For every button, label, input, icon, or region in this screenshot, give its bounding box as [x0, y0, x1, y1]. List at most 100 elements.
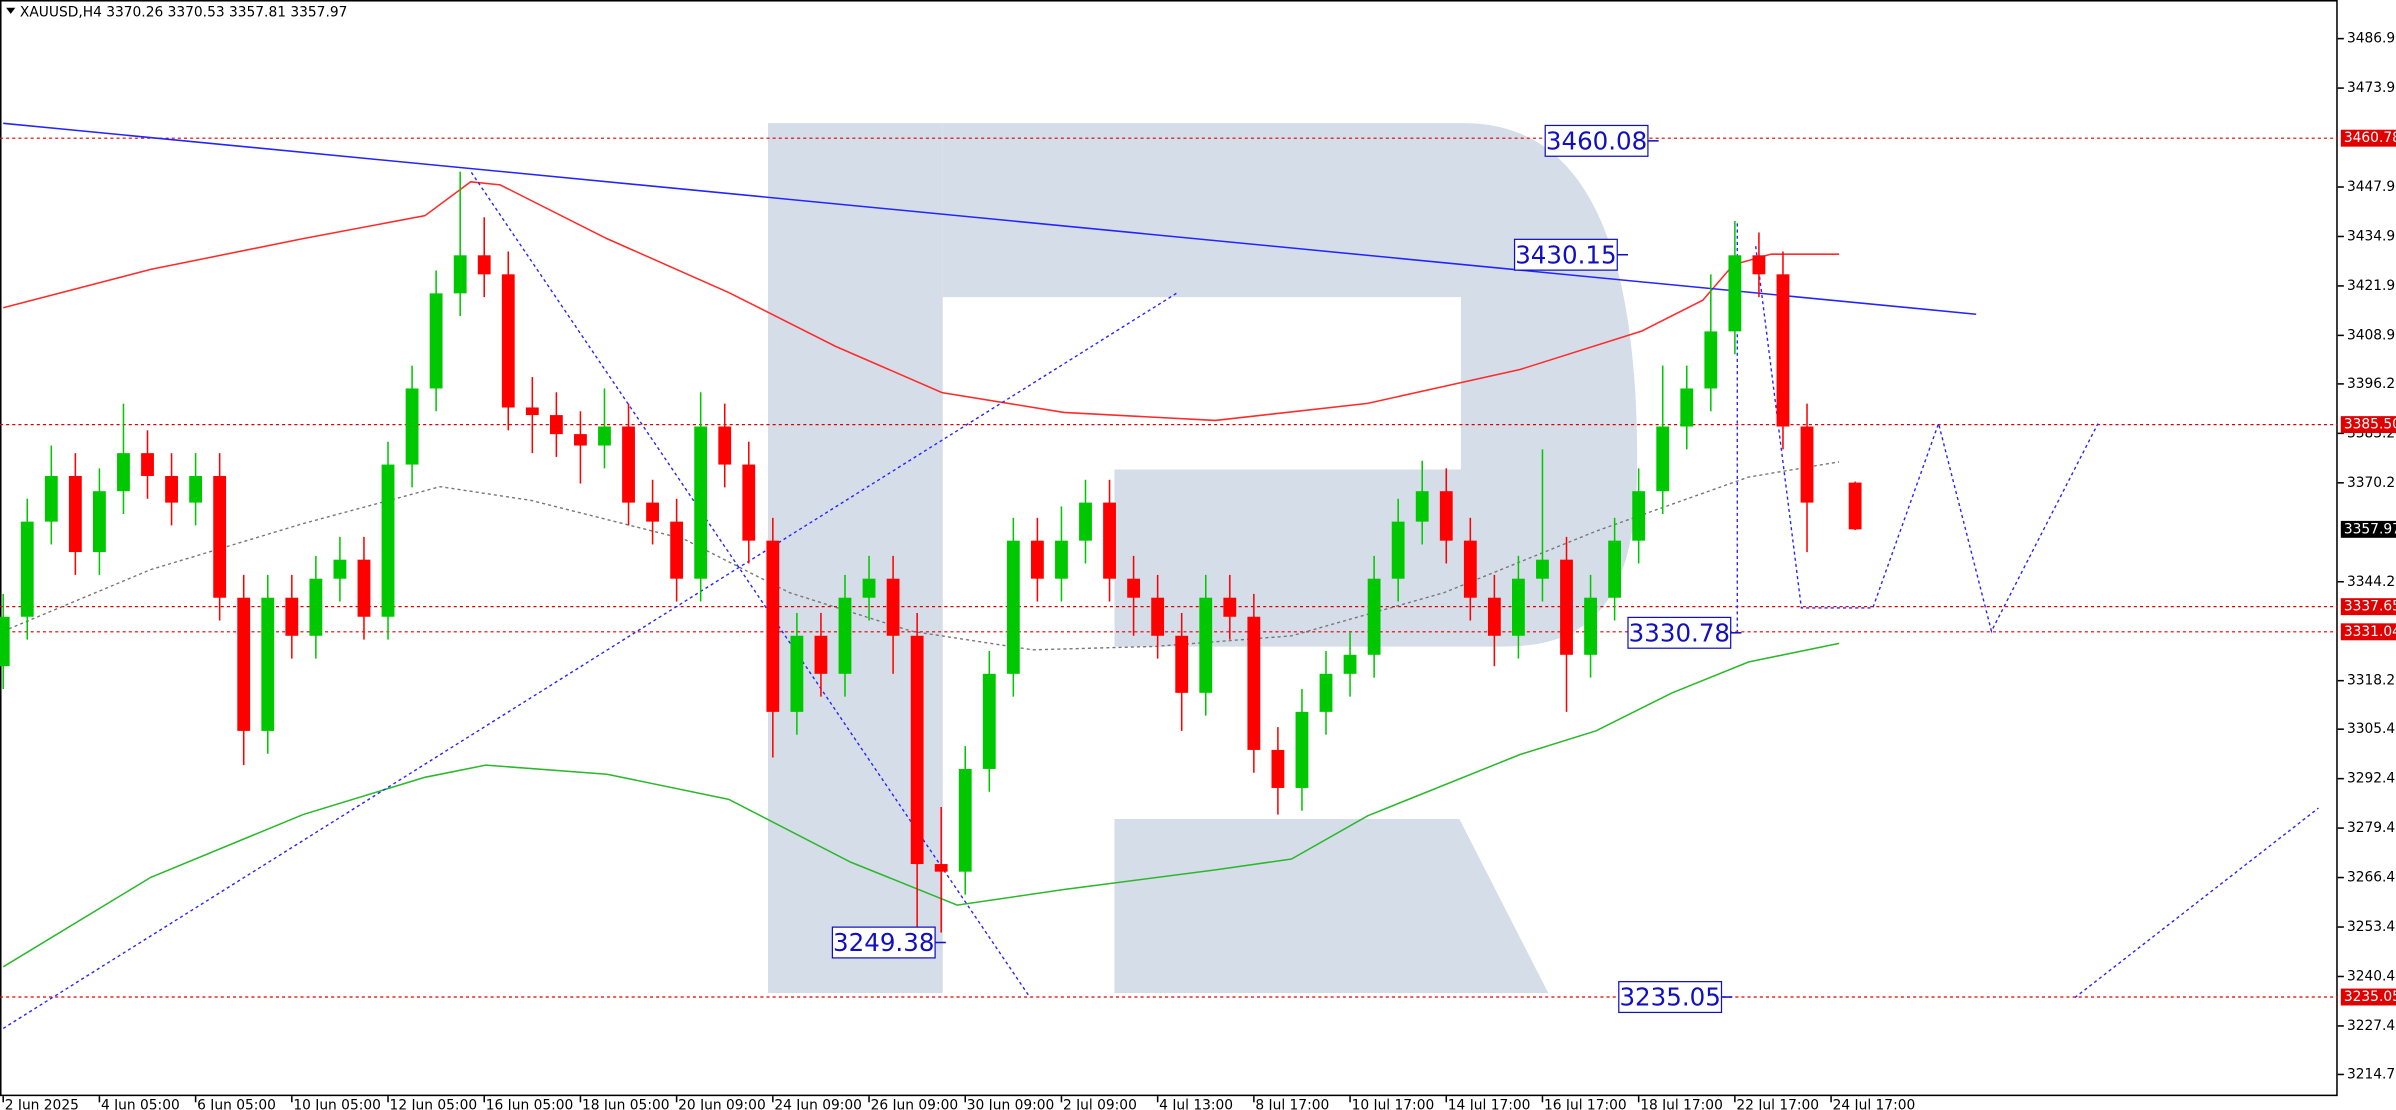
candle-body: [1367, 578, 1381, 655]
x-tick-label: 30 Jun 09:00: [967, 1097, 1055, 1110]
annotation-box: [1513, 238, 1618, 271]
candle-body: [285, 597, 299, 636]
candle-body: [1391, 521, 1405, 579]
x-tick-label: 2 Jun 2025: [5, 1097, 79, 1110]
line-dotted: [2074, 807, 2319, 999]
candle-body: [1175, 635, 1189, 693]
candle-body: [790, 635, 804, 712]
candle-body: [1463, 540, 1477, 598]
candle-body: [598, 426, 611, 446]
candle-body: [309, 578, 323, 636]
candle-body: [381, 464, 395, 617]
candle-body: [501, 274, 515, 408]
x-tick-label: 4 Jul 13:00: [1159, 1097, 1233, 1110]
y-tick-label: 3305.45: [2347, 721, 2396, 737]
candle-body: [141, 453, 154, 476]
candle-body: [0, 616, 10, 667]
candle-body: [405, 388, 419, 465]
x-tick-label: 20 Jun 09:00: [678, 1097, 766, 1110]
x-tick-label: 24 Jun 09:00: [774, 1097, 862, 1110]
annotation-label: 3430.15: [1515, 240, 1616, 269]
candle-body: [1800, 426, 1814, 503]
candle-body: [1295, 711, 1309, 788]
y-tick-label: 3447.95: [2347, 179, 2396, 195]
price-tag-label: 3235.05: [2344, 989, 2396, 1005]
candle-body: [117, 453, 130, 492]
candle-body: [574, 434, 587, 446]
price-tag: [2340, 416, 2396, 434]
price-tag-label: 3357.97: [2344, 521, 2396, 537]
candle-body: [1680, 388, 1694, 427]
candle-body: [44, 475, 58, 522]
y-tick-label: 3473.95: [2347, 80, 2396, 96]
x-tick-label: 22 Jul 17:00: [1736, 1097, 1819, 1110]
candle-body: [333, 559, 347, 579]
candle-body: [549, 415, 563, 435]
x-tick-label: 6 Jun 05:00: [197, 1097, 276, 1110]
candle-body: [525, 407, 539, 416]
candle-body: [429, 293, 443, 389]
chart-title: XAUUSD,H4 3370.26 3370.53 3357.81 3357.9…: [20, 4, 347, 20]
annotation-label: 3460.08: [1546, 126, 1647, 155]
y-tick-label: 3292.45: [2347, 771, 2396, 787]
candle-body: [670, 521, 684, 579]
candle-body: [189, 475, 203, 503]
y-tick-label: 3240.45: [2347, 968, 2396, 984]
candle-body: [838, 597, 852, 674]
y-tick-label: 3421.95: [2347, 278, 2396, 294]
line-dotted: [2, 291, 1179, 1029]
y-tick-label: 3266.45: [2347, 870, 2396, 886]
candle-body: [1151, 597, 1165, 636]
candle-body: [814, 635, 828, 674]
line-solid: [3, 181, 1840, 422]
candle-body: [1584, 597, 1597, 655]
candle-body: [982, 673, 996, 769]
candle-body: [1079, 502, 1092, 541]
candle-body: [718, 426, 732, 465]
y-tick-label: 3396.20: [2347, 376, 2396, 392]
y-tick-label: 3408.95: [2347, 327, 2396, 343]
candle-body: [1560, 559, 1573, 655]
candle-body: [1199, 597, 1213, 693]
y-tick-label: 3279.45: [2347, 820, 2396, 836]
candle-body: [1223, 597, 1237, 617]
x-tick-label: 10 Jun 05:00: [293, 1097, 381, 1110]
candle-body: [862, 578, 876, 598]
x-tick-label: 18 Jul 17:00: [1640, 1097, 1723, 1110]
price-tag-label: 3460.78: [2344, 130, 2396, 146]
watermark-bowl: [942, 123, 1638, 647]
watermark: [768, 123, 1638, 993]
candle-body: [20, 521, 34, 617]
candle-body: [910, 635, 924, 865]
y-tick-label: 3370.20: [2347, 475, 2396, 491]
candle-body: [886, 578, 900, 636]
candle-body: [357, 559, 371, 617]
y-tick-label: 3486.95: [2347, 31, 2396, 47]
candle-body: [1752, 255, 1766, 275]
candle-body: [742, 464, 756, 541]
x-tick-label: 8 Jul 17:00: [1255, 1097, 1329, 1110]
x-tick-label: 16 Jun 05:00: [486, 1097, 574, 1110]
candle-body: [213, 475, 227, 598]
y-tick-label: 3318.20: [2347, 673, 2396, 689]
candle-body: [958, 768, 972, 872]
candle-body: [1776, 274, 1790, 427]
price-tag-label: 3331.04: [2344, 624, 2396, 640]
candle-body: [165, 475, 178, 503]
candle-body: [1319, 673, 1333, 712]
candle-body: [261, 597, 275, 731]
line-dotted: [470, 172, 1031, 999]
candle-body: [1103, 502, 1116, 579]
candle-body: [1006, 540, 1020, 674]
y-tick-label: 3434.95: [2347, 228, 2396, 244]
candle-body: [1512, 578, 1525, 636]
candle-body: [237, 597, 251, 731]
candle-body: [1127, 578, 1141, 598]
x-tick-label: 26 Jun 09:00: [871, 1097, 959, 1110]
candle-body: [694, 426, 708, 579]
candle-body: [1271, 749, 1285, 788]
x-tick-label: 18 Jun 05:00: [582, 1097, 670, 1110]
candle-body: [1439, 491, 1453, 541]
